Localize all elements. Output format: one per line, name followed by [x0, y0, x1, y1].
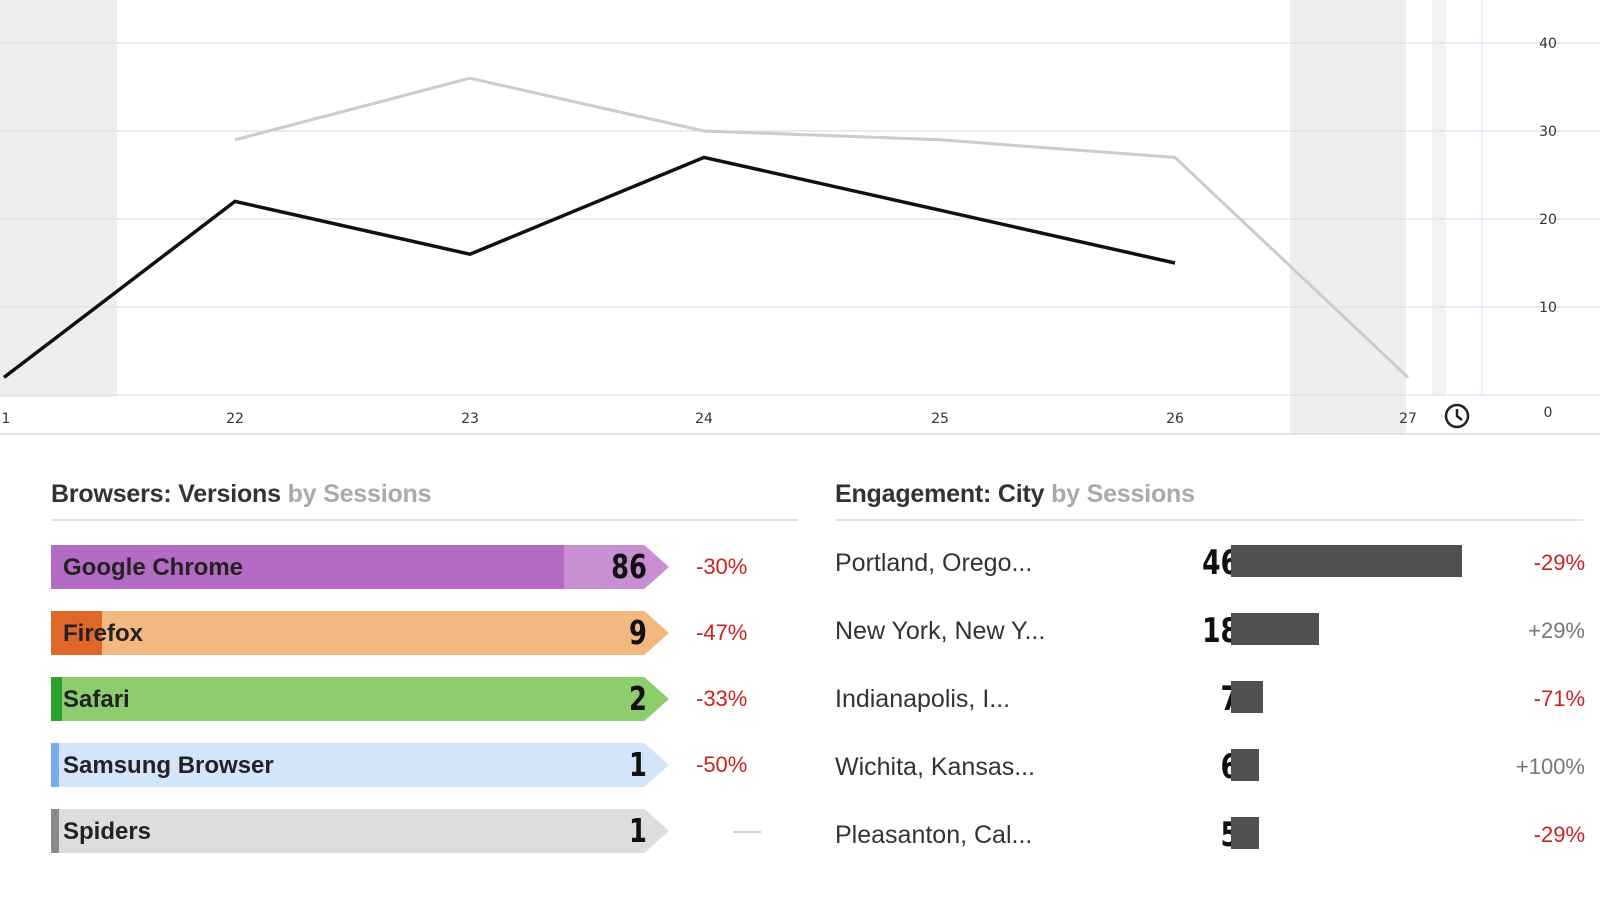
city-bar	[1231, 545, 1462, 577]
y-tick-label: 40	[1539, 36, 1557, 52]
browsers-panel-title: Browsers: Versions by Sessions	[51, 480, 432, 509]
browser-bar	[51, 809, 669, 853]
city-panel-title: Engagement: City by Sessions	[835, 480, 1195, 509]
browser-label: Firefox	[63, 620, 144, 647]
city-change: +100%	[1515, 754, 1585, 779]
city-title-metric[interactable]: Sessions	[1086, 480, 1195, 508]
city-row[interactable]: Wichita, Kansas... 6 +100%	[835, 745, 1585, 789]
x-tick-label: 23	[461, 411, 479, 427]
sessions-line-chart: 1 22 23 24 25 26 27 0 10 20 30 40	[0, 0, 1600, 440]
city-bar	[1231, 749, 1259, 781]
series-line-previous	[234, 76, 1410, 379]
scroll-handle	[1432, 0, 1446, 395]
browsers-title-main: Browsers: Versions	[51, 480, 281, 508]
browsers-title-rule	[51, 519, 798, 521]
browser-label: Safari	[63, 686, 130, 713]
city-row[interactable]: Indianapolis, I... 7 -71%	[835, 677, 1585, 721]
city-change: -29%	[1533, 822, 1585, 847]
browser-change: -33%	[696, 686, 748, 711]
y-tick-label: 0	[1544, 405, 1553, 421]
city-name: Portland, Orego...	[835, 549, 1033, 577]
city-title-rule	[835, 519, 1583, 521]
browser-row[interactable]: Firefox 9	[51, 611, 671, 655]
y-tick-label: 30	[1539, 124, 1557, 140]
weekend-shade	[1290, 0, 1406, 435]
city-value: 18	[1202, 611, 1239, 651]
browser-bar-fill	[51, 677, 62, 721]
city-bar	[1231, 817, 1259, 849]
browsers-title-metric[interactable]: Sessions	[323, 480, 432, 508]
city-change: -71%	[1533, 686, 1585, 711]
browser-change: -30%	[696, 554, 748, 579]
browser-value: 2	[629, 679, 647, 718]
browser-label: Google Chrome	[63, 554, 244, 581]
city-title-main: Engagement: City	[835, 480, 1045, 508]
line-chart-svg: 1 22 23 24 25 26 27 0 10 20 30 40	[0, 0, 1600, 435]
city-row[interactable]: Pleasanton, Cal... 5 -29%	[835, 813, 1585, 857]
browsers-title-by: by	[287, 480, 317, 508]
browser-bar	[51, 677, 669, 721]
browser-bar	[51, 743, 669, 787]
no-change-dash	[733, 831, 761, 833]
browser-bar-fill	[51, 545, 564, 589]
series-line-current	[2, 155, 1176, 379]
browser-bar	[51, 545, 669, 589]
browser-row[interactable]: Spiders 1	[51, 809, 671, 853]
x-tick-label: 26	[1166, 411, 1184, 427]
city-value: 46	[1202, 543, 1239, 583]
y-tick-label: 20	[1539, 212, 1557, 228]
city-name: Wichita, Kansas...	[835, 753, 1036, 781]
clock-icon[interactable]	[1444, 403, 1470, 429]
browser-value: 9	[629, 613, 647, 652]
browser-row[interactable]: Safari 2	[51, 677, 671, 721]
browser-value: 86	[611, 547, 647, 586]
x-tick-label: 27	[1399, 411, 1417, 427]
city-value: 7	[1220, 679, 1239, 719]
city-change: -29%	[1533, 550, 1585, 575]
browser-bar-fill	[51, 743, 59, 787]
city-bar	[1231, 681, 1263, 713]
city-row[interactable]: New York, New Y... 18 +29%	[835, 609, 1585, 653]
browser-change: -50%	[696, 752, 748, 777]
city-row[interactable]: Portland, Orego... 46 -29%	[835, 541, 1585, 585]
browser-row[interactable]: Samsung Browser 1	[51, 743, 671, 787]
browser-value: 1	[629, 745, 647, 784]
browser-change: -47%	[696, 620, 748, 645]
city-name: Pleasanton, Cal...	[835, 821, 1033, 849]
city-title-by: by	[1051, 480, 1080, 508]
city-value: 5	[1220, 815, 1239, 855]
x-tick-label: 1	[2, 411, 11, 427]
weekend-shade	[0, 0, 117, 397]
x-tick-label: 22	[226, 411, 244, 427]
browser-row[interactable]: Google Chrome 86	[51, 545, 671, 589]
browser-bar-fill	[51, 611, 102, 655]
x-tick-label: 24	[695, 411, 713, 427]
browser-value: 1	[629, 811, 647, 850]
y-tick-label: 10	[1539, 300, 1557, 316]
city-bar	[1231, 613, 1319, 645]
x-tick-label: 25	[931, 411, 949, 427]
city-name: New York, New Y...	[835, 617, 1046, 645]
city-name: Indianapolis, I...	[835, 685, 1011, 713]
city-value: 6	[1220, 747, 1239, 787]
browser-label: Spiders	[63, 818, 152, 845]
browser-label: Samsung Browser	[63, 752, 274, 779]
browser-bar-fill	[51, 809, 59, 853]
browser-bar	[51, 611, 669, 655]
city-change: +29%	[1528, 618, 1585, 643]
